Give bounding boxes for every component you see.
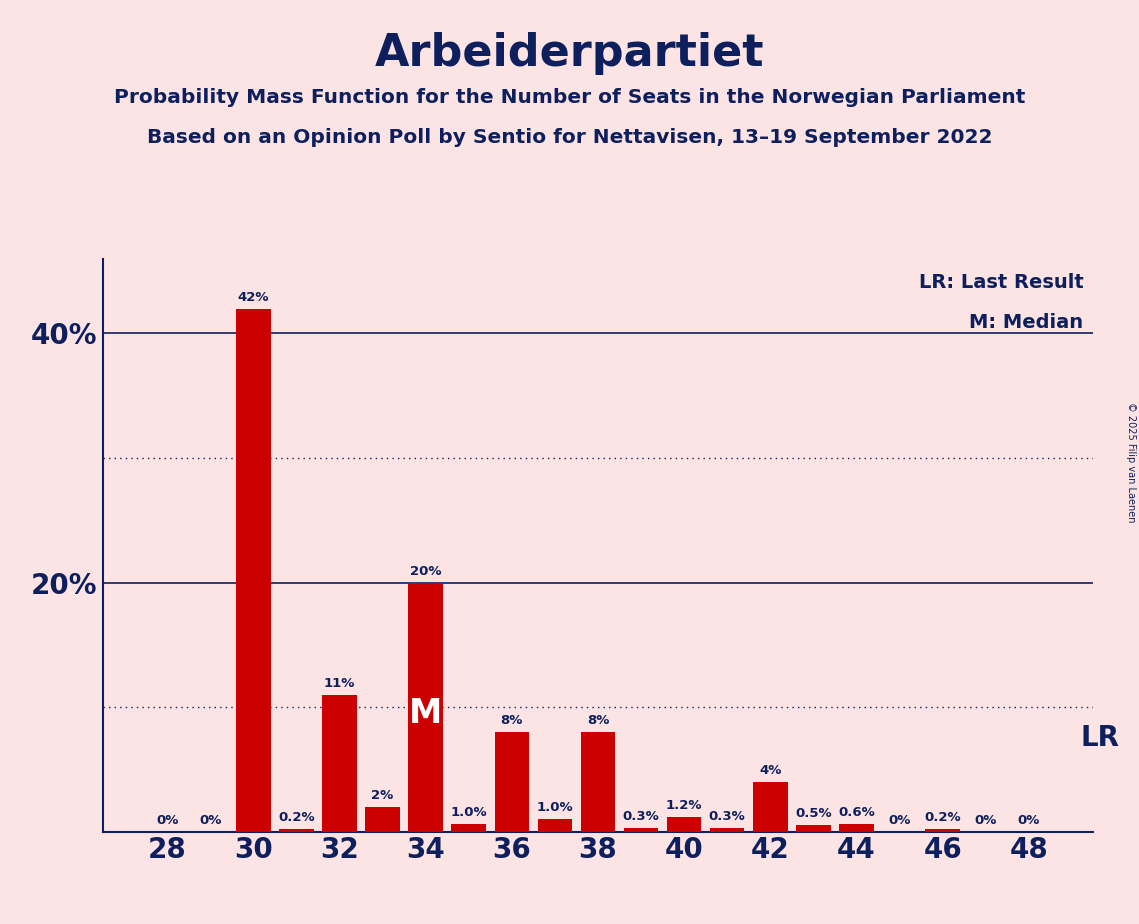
Text: 0.3%: 0.3% — [708, 809, 746, 823]
Text: Arbeiderpartiet: Arbeiderpartiet — [375, 32, 764, 76]
Bar — [236, 309, 271, 832]
Bar — [581, 732, 615, 832]
Text: 0%: 0% — [199, 814, 221, 827]
Text: 42%: 42% — [238, 290, 269, 304]
Text: 0.3%: 0.3% — [623, 809, 659, 823]
Text: 11%: 11% — [323, 676, 355, 689]
Text: 1.2%: 1.2% — [666, 798, 703, 811]
Text: 0.2%: 0.2% — [278, 811, 314, 824]
Text: 0%: 0% — [975, 814, 997, 827]
Bar — [753, 782, 787, 832]
Bar — [494, 732, 528, 832]
Bar — [538, 820, 572, 832]
Text: LR: Last Result: LR: Last Result — [919, 274, 1083, 292]
Bar — [710, 828, 745, 832]
Bar — [839, 824, 874, 832]
Text: 0.2%: 0.2% — [925, 811, 961, 824]
Text: Probability Mass Function for the Number of Seats in the Norwegian Parliament: Probability Mass Function for the Number… — [114, 88, 1025, 107]
Text: M: Median: M: Median — [969, 313, 1083, 332]
Bar — [451, 824, 486, 832]
Text: Based on an Opinion Poll by Sentio for Nettavisen, 13–19 September 2022: Based on an Opinion Poll by Sentio for N… — [147, 128, 992, 147]
Text: 1.0%: 1.0% — [536, 801, 573, 814]
Text: 0%: 0% — [888, 814, 911, 827]
Bar — [279, 829, 313, 832]
Text: 8%: 8% — [587, 714, 609, 727]
Text: 0.6%: 0.6% — [838, 806, 875, 820]
Bar — [796, 825, 830, 832]
Text: © 2025 Filip van Laenen: © 2025 Filip van Laenen — [1126, 402, 1136, 522]
Text: 2%: 2% — [371, 789, 394, 802]
Text: 0.5%: 0.5% — [795, 808, 831, 821]
Bar — [409, 582, 443, 832]
Bar — [624, 828, 658, 832]
Text: LR: LR — [1081, 724, 1120, 752]
Bar — [925, 829, 960, 832]
Text: 0%: 0% — [1017, 814, 1040, 827]
Bar — [322, 695, 357, 832]
Text: M: M — [409, 697, 442, 730]
Text: 8%: 8% — [501, 714, 523, 727]
Text: 20%: 20% — [410, 565, 442, 578]
Text: 1.0%: 1.0% — [450, 806, 487, 820]
Text: 0%: 0% — [156, 814, 179, 827]
Bar — [667, 817, 702, 832]
Bar — [366, 807, 400, 832]
Text: 4%: 4% — [759, 764, 781, 777]
